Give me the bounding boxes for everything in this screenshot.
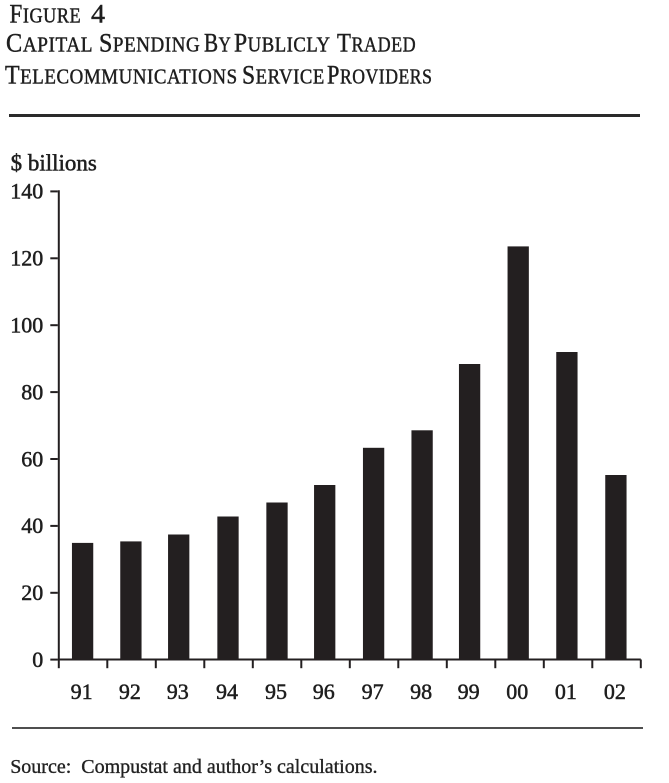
- svg-text:100: 100: [10, 313, 43, 338]
- svg-text:0: 0: [32, 647, 43, 672]
- svg-text:02: 02: [604, 679, 626, 704]
- svg-text:96: 96: [313, 679, 335, 704]
- svg-text:97: 97: [362, 679, 384, 704]
- svg-text:120: 120: [10, 246, 43, 271]
- svg-text:99: 99: [458, 679, 480, 704]
- svg-text:40: 40: [21, 513, 43, 538]
- svg-text:93: 93: [167, 679, 189, 704]
- svg-text:20: 20: [21, 580, 43, 605]
- svg-text:94: 94: [216, 679, 238, 704]
- svg-text:98: 98: [410, 679, 432, 704]
- svg-text:00: 00: [506, 679, 528, 704]
- svg-text:92: 92: [119, 679, 141, 704]
- svg-text:91: 91: [71, 679, 93, 704]
- svg-text:80: 80: [21, 379, 43, 404]
- svg-text:95: 95: [265, 679, 287, 704]
- svg-text:01: 01: [555, 679, 577, 704]
- svg-text:140: 140: [10, 179, 43, 204]
- svg-text:60: 60: [21, 446, 43, 471]
- svg-text:$ billions: $ billions: [11, 150, 97, 175]
